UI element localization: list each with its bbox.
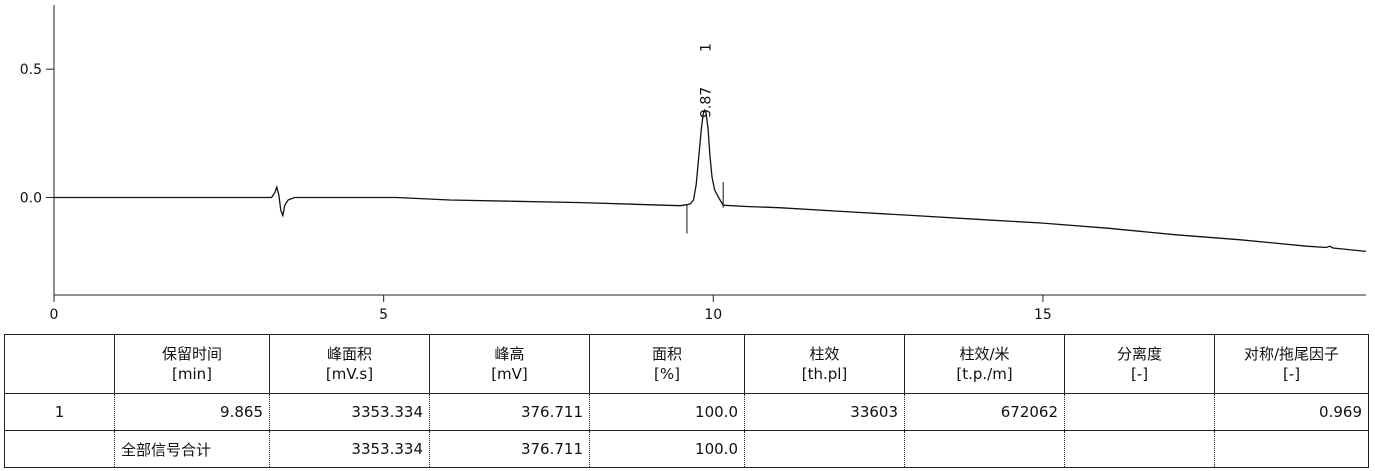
cell-peak-area: 3353.334 xyxy=(269,430,430,468)
peak-number-label: 1 xyxy=(699,43,715,52)
chromatogram-chart: 0 5 10 15 0.5 0.0 9.87 1 xyxy=(20,5,1367,323)
header-resolution: 分离度 [-] xyxy=(1064,334,1215,394)
cell-area-percent: 100.0 xyxy=(589,393,745,431)
cell-resolution xyxy=(1064,430,1215,468)
cell-resolution xyxy=(1064,393,1215,431)
header-index xyxy=(4,334,115,394)
table-row: 1 9.865 3353.334 376.711 100.0 33603 672… xyxy=(4,393,1369,431)
table-total-row: 全部信号合计 3353.334 376.711 100.0 xyxy=(4,430,1369,468)
x-tick-label: 10 xyxy=(704,307,722,323)
header-plates-per-meter: 柱效/米 [t.p./m] xyxy=(904,334,1065,394)
cell-plates-per-meter: 672062 xyxy=(904,393,1065,431)
cell-tailing-factor xyxy=(1214,430,1369,468)
cell-tailing-factor: 0.969 xyxy=(1214,393,1369,431)
peak-retention-label: 9.87 xyxy=(699,87,715,118)
x-tick-label: 15 xyxy=(1034,307,1052,323)
y-tick-label: 0.0 xyxy=(20,190,42,206)
cell-total-label: 全部信号合计 xyxy=(114,430,270,468)
cell-area-percent: 100.0 xyxy=(589,430,745,468)
table-header-row: 保留时间 [min] 峰面积 [mV.s] 峰高 [mV] 面积 [%] 柱效 [th.p… xyxy=(4,334,1369,394)
peak-table: 保留时间 [min] 峰面积 [mV.s] 峰高 [mV] 面积 [%] 柱效 [th.p… xyxy=(4,334,1369,468)
header-retention-time: 保留时间 [min] xyxy=(114,334,270,394)
header-area-percent: 面积 [%] xyxy=(589,334,745,394)
header-plates: 柱效 [th.pl] xyxy=(744,334,905,394)
cell-plates: 33603 xyxy=(744,393,905,431)
signal-trace xyxy=(54,108,1367,253)
cell-plates xyxy=(744,430,905,468)
header-peak-height: 峰高 [mV] xyxy=(429,334,590,394)
cell-plates-per-meter xyxy=(904,430,1065,468)
cell-index: 1 xyxy=(4,393,115,431)
cell-retention-time: 9.865 xyxy=(114,393,270,431)
x-tick-label: 0 xyxy=(50,307,59,323)
x-tick-label: 5 xyxy=(379,307,388,323)
header-tailing-factor: 对称/拖尾因子 [-] xyxy=(1214,334,1369,394)
cell-index xyxy=(4,430,115,468)
cell-peak-area: 3353.334 xyxy=(269,393,430,431)
header-peak-area: 峰面积 [mV.s] xyxy=(269,334,430,394)
cell-peak-height: 376.711 xyxy=(429,393,590,431)
y-tick-label: 0.5 xyxy=(20,62,42,78)
cell-peak-height: 376.711 xyxy=(429,430,590,468)
